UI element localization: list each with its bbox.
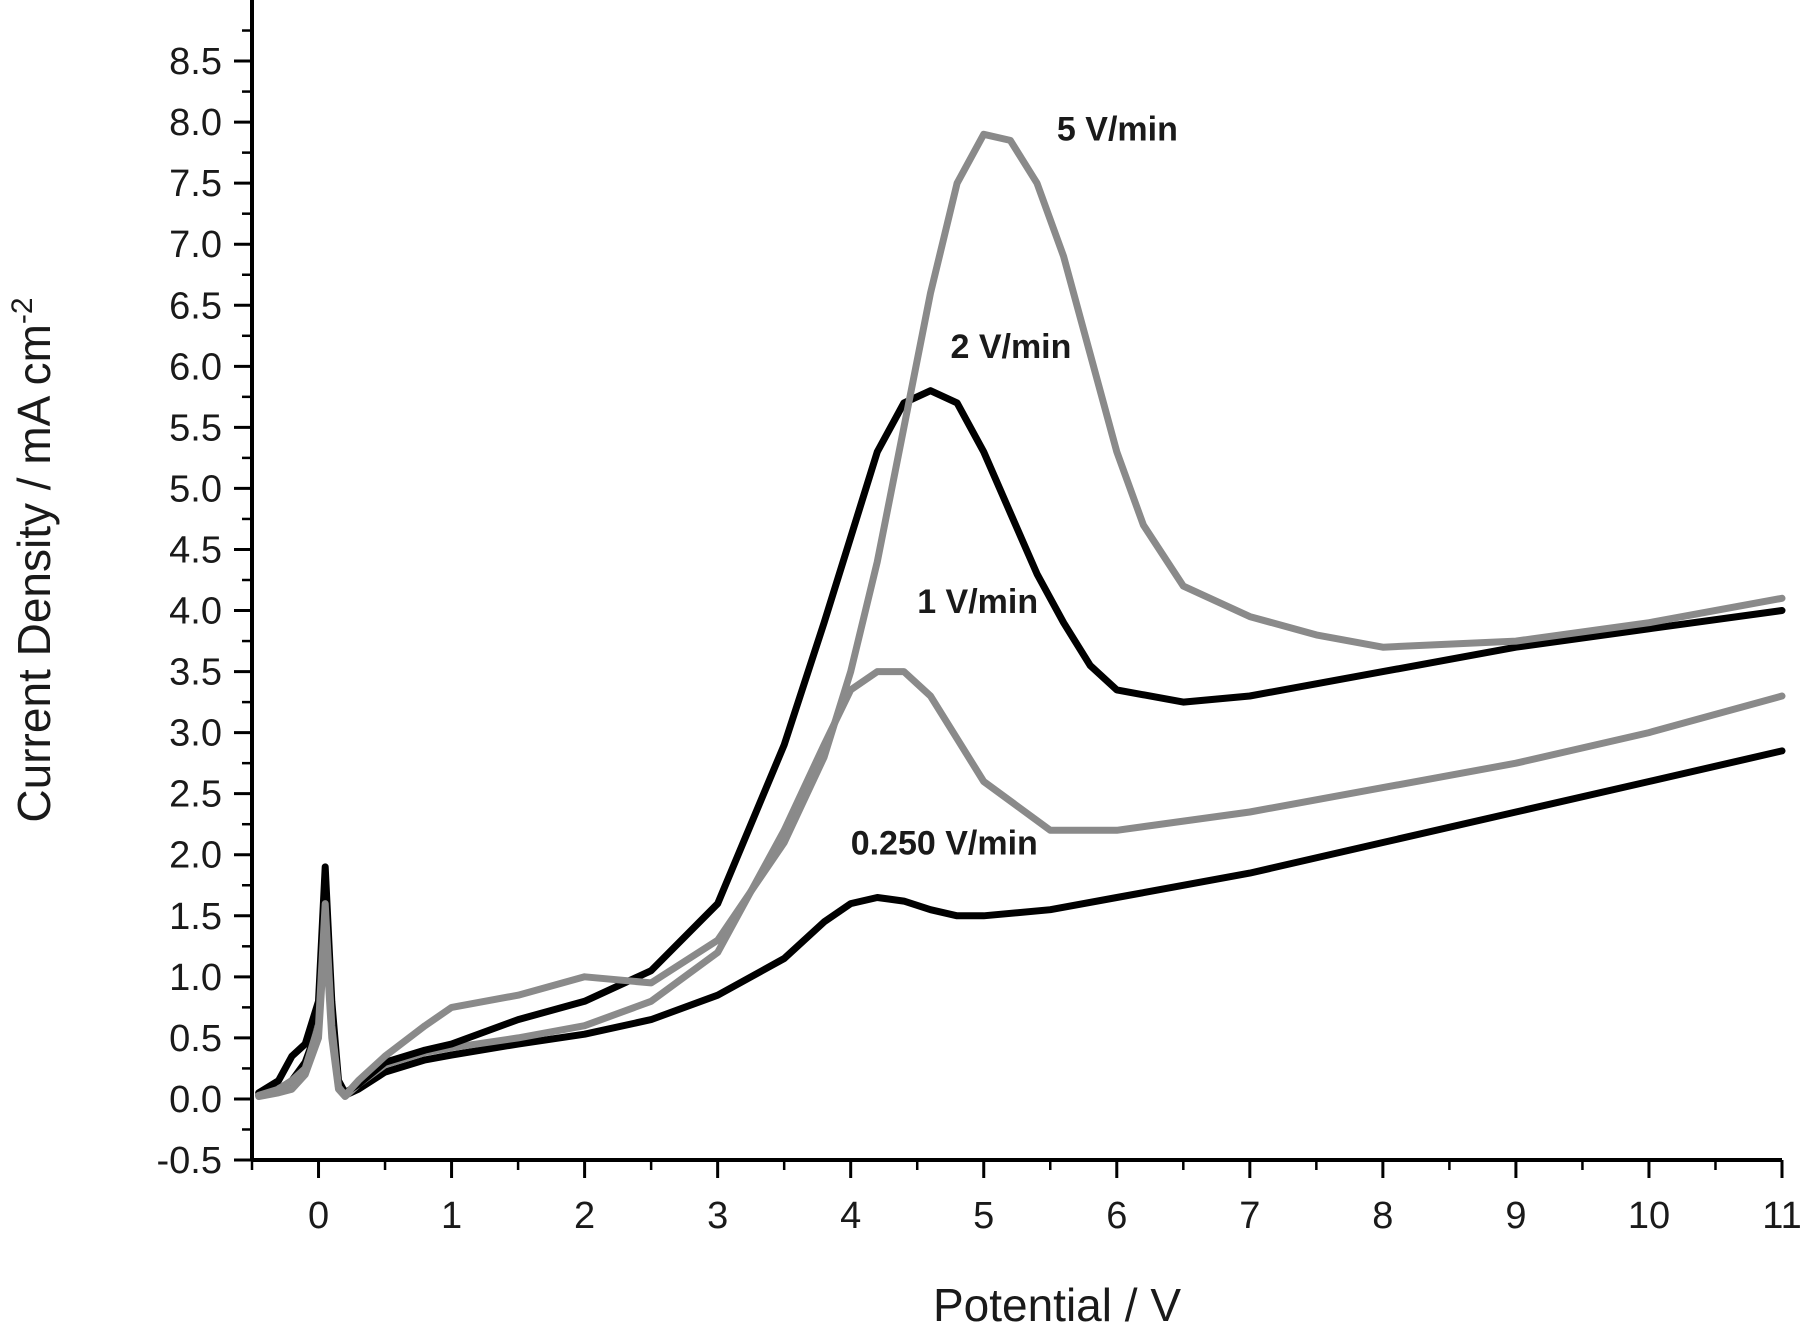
- y-tick-label: 5.0: [169, 468, 222, 510]
- y-tick-label: 1.0: [169, 957, 222, 999]
- y-tick-label: 5.5: [169, 407, 222, 449]
- x-tick-label: 8: [1372, 1195, 1393, 1237]
- y-axis-label: Current Density / mA cm-2: [6, 297, 60, 822]
- y-axis-label-text: Current Density / mA cm: [8, 324, 60, 822]
- y-tick-label: 6.5: [169, 285, 222, 327]
- series-layer: [255, 130, 1786, 1100]
- y-tick-label: 4.5: [169, 529, 222, 571]
- y-tick-label: 1.5: [169, 896, 222, 938]
- y-tick-label: 0.5: [169, 1018, 222, 1060]
- x-tick-label: 3: [707, 1195, 728, 1237]
- y-axis-label-superscript: -2: [6, 297, 39, 324]
- series-label-2: 2 V/min: [950, 328, 1071, 366]
- y-tick-label: 3.0: [169, 713, 222, 755]
- x-axis-label: Potential / V: [933, 1279, 1181, 1327]
- x-tick-label: 1: [441, 1195, 462, 1237]
- x-tick-label: 0: [308, 1195, 329, 1237]
- y-tick-label: 8.5: [169, 41, 222, 83]
- series-line-2: [255, 387, 1786, 1097]
- x-tick-label: 10: [1628, 1195, 1670, 1237]
- x-tick-label: 9: [1505, 1195, 1526, 1237]
- y-tick-label: -0.5: [157, 1140, 222, 1182]
- y-tick-label: 6.0: [169, 346, 222, 388]
- series-label-0: 0.250 V/min: [851, 825, 1038, 863]
- x-tick-label: 6: [1106, 1195, 1127, 1237]
- axes-layer: -0.5 0.0 0.5 1.0 1.5 2.0 2.5 3.0 3.5 4.0 4.5 5.0 5.5…: [157, 0, 1800, 1237]
- series-labels-layer: 0.250 V/min 1 V/min 2 V/min 5 V/min: [851, 110, 1178, 862]
- y-tick-label: 4.0: [169, 591, 222, 633]
- y-tick-label: 0.0: [169, 1079, 222, 1121]
- x-tick-label: 5: [973, 1195, 994, 1237]
- y-tick-label: 8.0: [169, 102, 222, 144]
- series-line-3: [255, 130, 1786, 1099]
- y-tick-label: 7.5: [169, 163, 222, 205]
- x-tick-label: 11: [1762, 1195, 1800, 1237]
- y-tick-label: 2.5: [169, 774, 222, 816]
- x-tick-label: 2: [574, 1195, 595, 1237]
- series-label-3: 5 V/min: [1057, 110, 1178, 148]
- x-tick-label: 4: [840, 1195, 861, 1237]
- y-tick-label: 7.0: [169, 224, 222, 266]
- y-tick-label: 3.5: [169, 652, 222, 694]
- x-tick-label: 7: [1239, 1195, 1260, 1237]
- y-tick-label: 2.0: [169, 835, 222, 877]
- series-label-1: 1 V/min: [917, 583, 1038, 621]
